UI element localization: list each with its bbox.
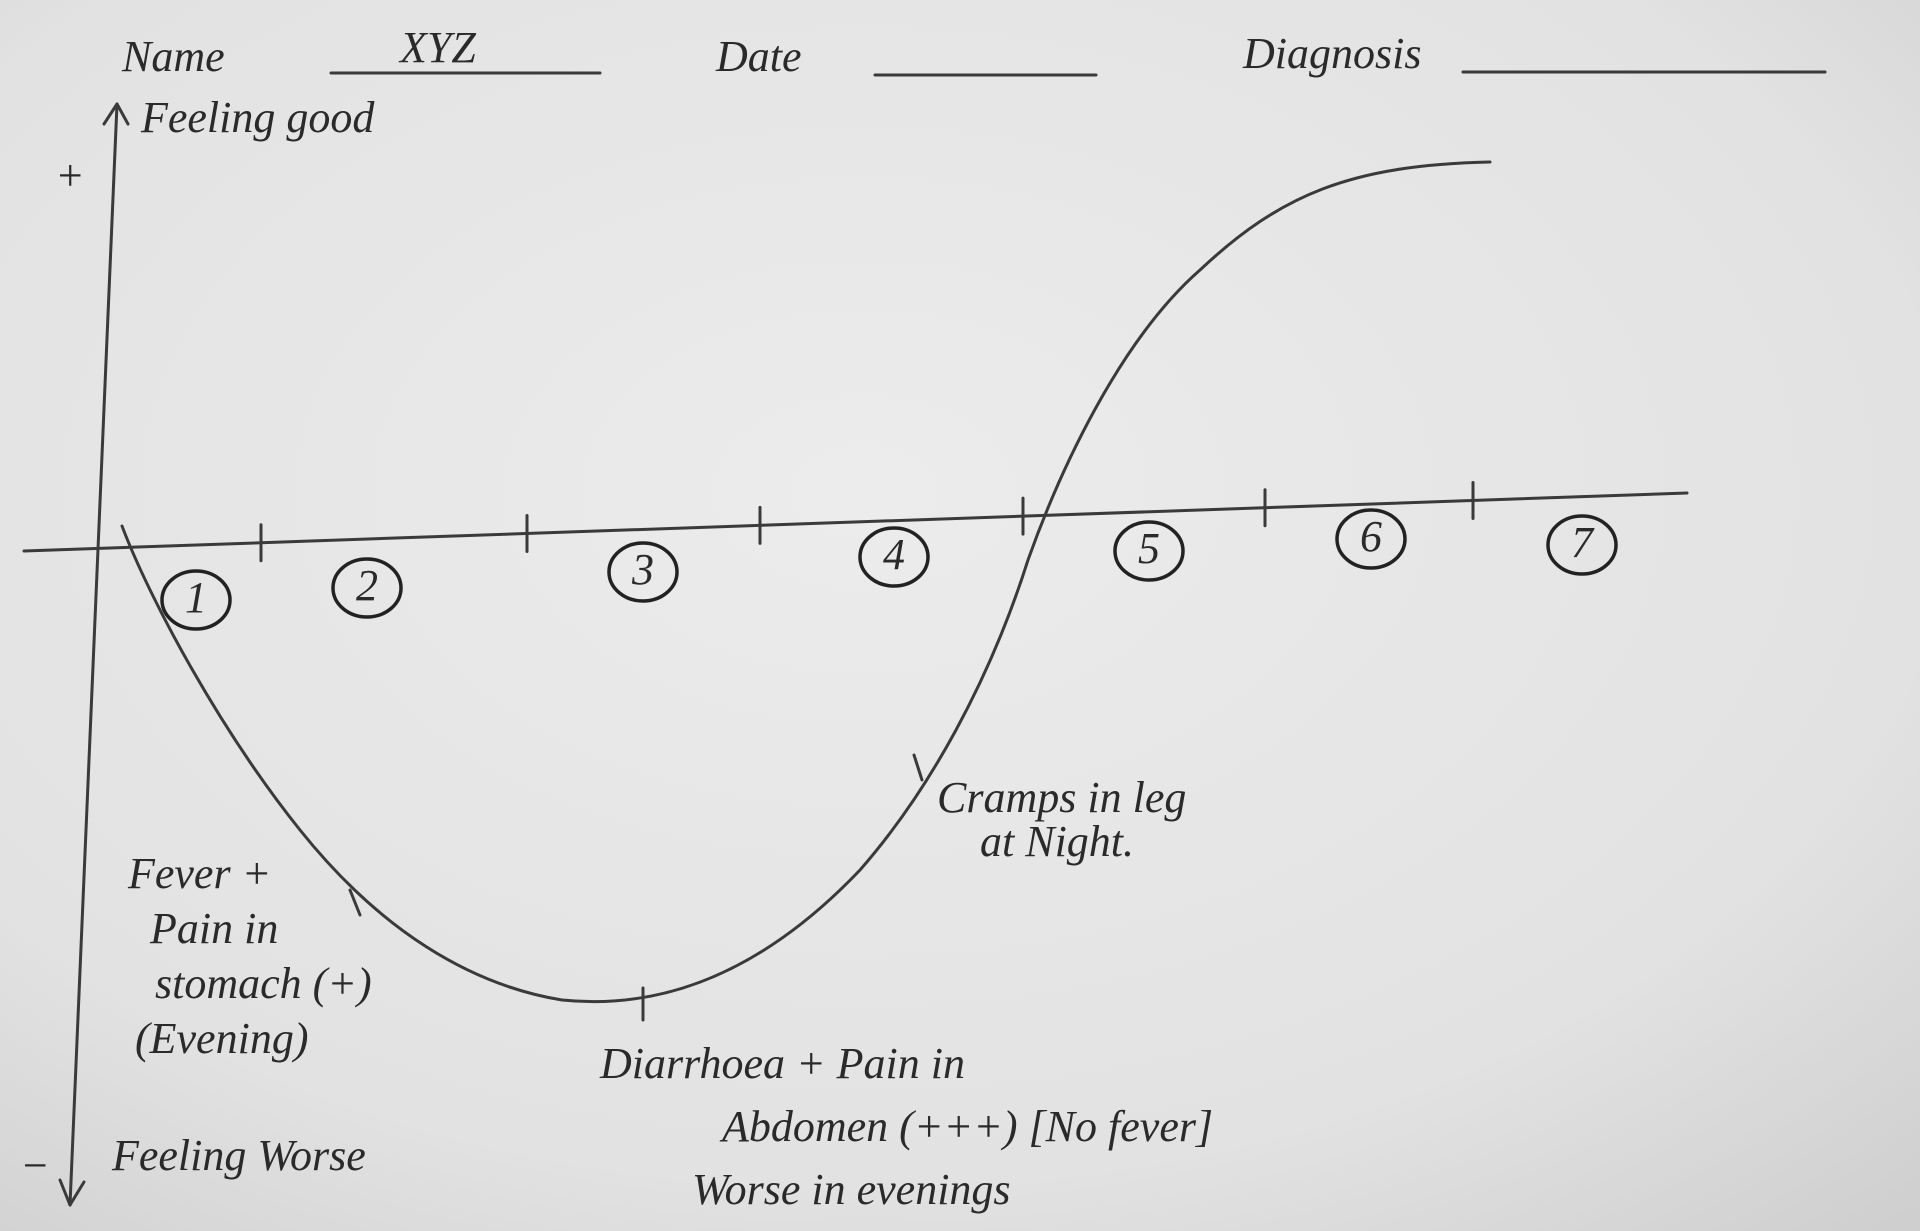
annotation-line: Fever + [127,849,271,898]
feeling-curve [120,160,1492,1004]
day-number: 6 [1360,512,1382,561]
name-value: XYZ [398,23,476,72]
day-circle [1546,514,1618,576]
day-number: 2 [356,561,378,610]
day-number: 1 [185,573,207,622]
annotation-line: Worse in evenings [692,1165,1011,1214]
day-number: 7 [1571,518,1595,567]
bottom-label: Feeling Worse [111,1131,366,1180]
annotation-line: Cramps in leg [937,773,1186,822]
day-number: 4 [883,530,905,579]
curve-tick [348,888,362,917]
day-circle [858,526,930,588]
axis-arrow-down [58,1178,86,1207]
day-circle [607,541,679,603]
annotation-line: Abdomen (+++) [No fever] [719,1102,1213,1151]
day-number: 5 [1138,524,1160,573]
day-number: 3 [631,545,654,594]
annotation-line: (Evening) [135,1014,308,1063]
curve-tick [912,753,924,782]
day-circle [1113,520,1185,582]
day-circle [331,557,403,619]
annotation-line: Pain in [149,904,278,953]
annotation-line: Diarrhoea + Pain in [599,1039,965,1088]
minus-sign: − [20,1141,50,1190]
date-label: Date [715,32,802,81]
plus-sign: + [55,151,85,200]
name-label: Name [121,32,225,81]
vertical-axis [68,102,119,1207]
day-circle [1335,508,1407,570]
annotations: Fever + Pain in stomach (+) (Evening) Diarrh… [127,773,1213,1214]
diagnosis-label: Diagnosis [1242,29,1421,78]
top-label: Feeling good [140,93,375,142]
horizontal-axis [22,491,1689,553]
day-circle [160,569,232,631]
axis-arrow-up [102,102,130,126]
annotation-line: stomach (+) [155,959,372,1008]
annotation-line: at Night. [980,817,1134,866]
